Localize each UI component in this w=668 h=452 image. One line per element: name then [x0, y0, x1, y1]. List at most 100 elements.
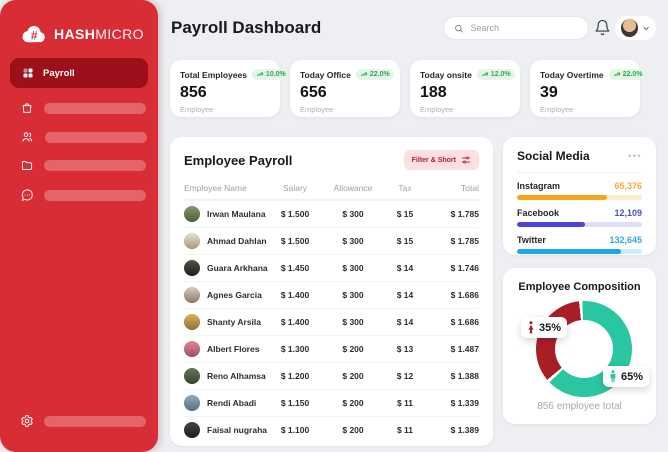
social-row-twitter: Twitter 132,645: [517, 235, 642, 254]
trend-badge: 12.0%: [476, 69, 515, 80]
social-media-title: Social Media: [517, 149, 590, 163]
tax-cell: $ 14: [396, 290, 414, 300]
payroll-title: Employee Payroll: [184, 152, 293, 168]
cloud-hash-icon: #: [22, 25, 45, 43]
social-label: Twitter: [517, 235, 546, 245]
table-row[interactable]: Shanty Arsila $ 1.400 $ 300 $ 14 $ 1.686: [184, 308, 479, 335]
table-row[interactable]: Faisal nugraha $ 1.100 $ 200 $ 11 $ 1.38…: [184, 416, 479, 443]
employee-avatar: [184, 368, 200, 384]
table-row[interactable]: Rendi Abadi $ 1.150 $ 200 $ 11 $ 1.339: [184, 389, 479, 416]
male-percentage-badge: 65%: [603, 366, 650, 387]
salary-cell: $ 1.300: [280, 344, 310, 354]
employee-avatar: [184, 341, 200, 357]
employee-name: Faisal nugraha: [207, 425, 267, 435]
sidebar-item-placeholder-3[interactable]: [20, 159, 146, 172]
female-icon: [528, 321, 534, 334]
stat-label: Today Office: [300, 69, 351, 80]
total-cell: $ 1.686: [450, 290, 479, 300]
total-cell: $ 1.785: [450, 209, 479, 219]
tax-cell: $ 14: [396, 317, 414, 327]
progress-track: [517, 195, 642, 200]
progress-track: [517, 249, 642, 254]
trend-up-icon: [613, 72, 620, 77]
chat-icon: [21, 189, 33, 201]
social-label: Facebook: [517, 208, 560, 218]
table-row[interactable]: Irwan Maulana $ 1.500 $ 300 $ 15 $ 1.785: [184, 200, 479, 227]
employee-avatar: [184, 395, 200, 411]
search-box[interactable]: [443, 16, 589, 40]
total-cell: $ 1.339: [450, 398, 479, 408]
total-cell: $ 1.785: [450, 236, 479, 246]
allowance-cell: $ 200: [342, 425, 364, 435]
more-menu-icon[interactable]: •••: [628, 151, 642, 161]
stat-card-today-overtime: Today Overtime 22.0% 39 Employee: [530, 60, 647, 117]
total-cell: $ 1.746: [450, 263, 479, 273]
trend-up-icon: [481, 72, 488, 77]
trend-up-icon: [360, 72, 367, 77]
sidebar-item-placeholder-1[interactable]: [20, 101, 146, 115]
stat-label: Total Employees: [180, 69, 247, 80]
table-row[interactable]: Ahmad Dahlan $ 1.500 $ 300 $ 15 $ 1.785: [184, 227, 479, 254]
progress-fill: [517, 249, 621, 254]
bag-icon: [22, 103, 32, 113]
salary-cell: $ 1.400: [280, 317, 310, 327]
table-row[interactable]: Agnes Garcia $ 1.400 $ 300 $ 14 $ 1.686: [184, 281, 479, 308]
bell-icon: [595, 19, 610, 36]
stat-sublabel: Employee: [420, 105, 454, 114]
trend-badge: 10.0%: [251, 69, 290, 80]
stat-value: 188: [420, 84, 447, 101]
total-cell: $ 1.487: [450, 344, 479, 354]
user-menu[interactable]: [614, 15, 657, 41]
employee-avatar: [184, 422, 200, 438]
male-icon: [610, 370, 616, 383]
salary-cell: $ 1.150: [280, 398, 310, 408]
table-row[interactable]: Albert Flores $ 1.300 $ 200 $ 13 $ 1.487: [184, 335, 479, 362]
stat-card-today-onsite: Today onsite 12.0% 188 Employee: [410, 60, 520, 117]
salary-cell: $ 1.200: [280, 371, 310, 381]
column-tax: Tax: [398, 182, 412, 193]
employee-total-label: 856 employee total: [537, 401, 622, 412]
social-value: 132,645: [609, 235, 642, 245]
employee-name: Agnes Garcia: [207, 290, 262, 300]
sidebar-item-payroll[interactable]: Payroll: [10, 58, 148, 88]
allowance-cell: $ 200: [342, 371, 364, 381]
stat-label: Today Overtime: [540, 69, 604, 80]
column-total: Total: [461, 182, 479, 193]
payroll-table-header: Employee Name Salary Allowance Tax Total: [184, 176, 479, 200]
gear-icon: [21, 415, 33, 427]
sidebar-item-placeholder-2[interactable]: [20, 130, 147, 144]
social-value: 12,109: [614, 208, 642, 218]
stat-value: 856: [180, 84, 207, 101]
allowance-cell: $ 300: [342, 209, 364, 219]
column-employee-name: Employee Name: [184, 182, 247, 193]
salary-cell: $ 1.450: [280, 263, 310, 273]
notification-bell-button[interactable]: [594, 19, 611, 41]
tax-cell: $ 15: [396, 209, 414, 219]
sidebar-item-settings[interactable]: [20, 414, 146, 428]
employee-composition-card: Employee Composition 35% 65% 856 employe…: [503, 268, 656, 424]
tax-cell: $ 11: [396, 398, 414, 408]
nav-placeholder-bar: [44, 189, 146, 201]
nav-placeholder-bar: [44, 102, 146, 114]
stat-sublabel: Employee: [540, 105, 574, 114]
nav-placeholder-bar: [44, 415, 146, 427]
progress-track: [517, 222, 642, 227]
grid-icon: [23, 68, 33, 78]
tax-cell: $ 11: [396, 425, 414, 435]
column-allowance: Allowance: [333, 182, 373, 193]
table-row[interactable]: Guara Arkhana $ 1.450 $ 300 $ 14 $ 1.746: [184, 254, 479, 281]
table-row[interactable]: Reno Alhamsa $ 1.200 $ 200 $ 12 $ 1.388: [184, 362, 479, 389]
salary-cell: $ 1.100: [280, 425, 310, 435]
allowance-cell: $ 300: [342, 317, 364, 327]
social-value: 65,376: [614, 181, 642, 191]
search-input[interactable]: [470, 23, 578, 33]
total-cell: $ 1.686: [450, 317, 479, 327]
composition-title: Employee Composition: [518, 281, 641, 293]
employee-avatar: [184, 314, 200, 330]
female-percentage-badge: 35%: [521, 317, 568, 338]
filter-sort-button[interactable]: Filter & Short: [403, 150, 479, 170]
total-cell: $ 1.388: [450, 371, 479, 381]
nav-placeholder-bar: [44, 160, 146, 171]
stat-card-today-office: Today Office 22.0% 656 Employee: [290, 60, 400, 117]
sidebar-item-placeholder-4[interactable]: [20, 188, 146, 202]
